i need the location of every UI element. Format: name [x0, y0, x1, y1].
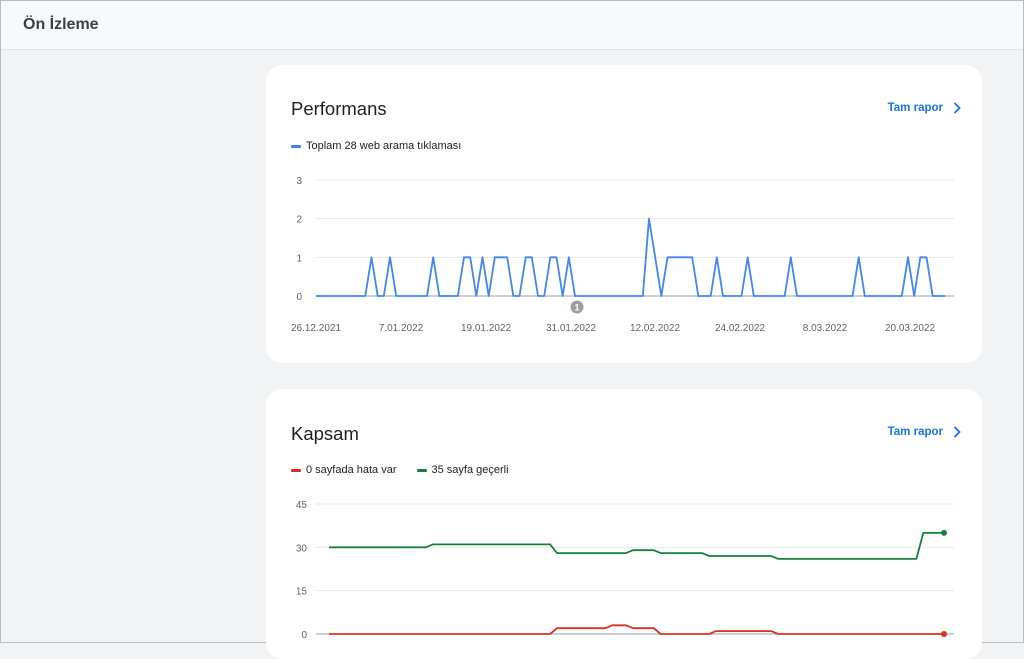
performance-legend: Toplam 28 web arama tıklaması: [291, 140, 481, 152]
x-tick-label: 19.01.2022: [461, 323, 511, 334]
error-series-line: [329, 624, 944, 635]
legend-label-clicks: Toplam 28 web arama tıklaması: [306, 140, 462, 152]
x-tick-label: 12.02.2022: [630, 323, 680, 334]
full-report-label: Tam rapor: [887, 102, 943, 114]
x-tick-label: 24.02.2022: [715, 323, 765, 334]
legend-label-valid: 35 sayfa geçerli: [431, 464, 509, 476]
performance-full-report-link[interactable]: Tam rapor: [888, 102, 961, 114]
legend-swatch-valid: [416, 468, 427, 472]
legend-item-clicks: Toplam 28 web arama tıklaması: [291, 140, 461, 152]
valid-series-line-endpoint: [941, 529, 947, 536]
legend-item-errors: 0 sayfada hata var: [291, 464, 397, 476]
coverage-legend: 0 sayfada hata var 35 sayfa geçerli: [291, 464, 529, 476]
coverage-chart: 0 15 30 45: [296, 500, 954, 641]
valid-series-line: [329, 531, 944, 560]
y-tick-label: 2: [296, 215, 302, 226]
y-tick-label: 1: [296, 253, 302, 264]
performance-chart: 0 1 2 3 26.12.2021 7.01.2022 19.01.2022 31.01.2…: [291, 176, 954, 334]
chevron-right-icon: [953, 102, 961, 114]
clicks-series-line: [316, 217, 945, 297]
legend-swatch-errors: [291, 468, 301, 472]
x-tick-label: 26.12.2021: [291, 323, 341, 334]
coverage-full-report-link[interactable]: Tam rapor: [888, 426, 961, 438]
chevron-right-icon: [953, 426, 961, 438]
x-tick-label: 20.03.2022: [885, 323, 935, 334]
y-tick-label: 15: [296, 587, 308, 598]
legend-swatch-clicks: [291, 144, 301, 148]
performance-card: Performans Tam rapor Toplam 28 web arama…: [266, 65, 982, 363]
legend-item-valid: 35 sayfa geçerli: [416, 464, 509, 476]
legend-label-errors: 0 sayfada hata var: [306, 464, 397, 476]
full-report-label: Tam rapor: [887, 426, 943, 438]
x-tick-label: 31.01.2022: [546, 323, 596, 334]
performance-title: Performans: [291, 98, 387, 119]
y-tick-label: 3: [296, 176, 302, 187]
annotation-marker: 1: [570, 300, 584, 314]
y-tick-label: 45: [296, 500, 308, 511]
page-title: Ön İzleme: [23, 16, 99, 33]
annotation-label: 1: [574, 303, 579, 313]
error-series-line-endpoint: [941, 631, 947, 637]
coverage-card: Kapsam Tam rapor 0 sayfada hata var 35 s…: [266, 389, 982, 659]
top-bar: Ön İzleme: [1, 1, 1023, 50]
y-tick-label: 0: [301, 630, 307, 641]
y-tick-label: 0: [296, 292, 302, 303]
y-tick-label: 30: [296, 543, 308, 554]
annotation-circle: [570, 300, 584, 314]
x-tick-label: 8.03.2022: [803, 323, 848, 334]
coverage-title: Kapsam: [291, 423, 359, 444]
x-tick-label: 7.01.2022: [379, 323, 424, 334]
